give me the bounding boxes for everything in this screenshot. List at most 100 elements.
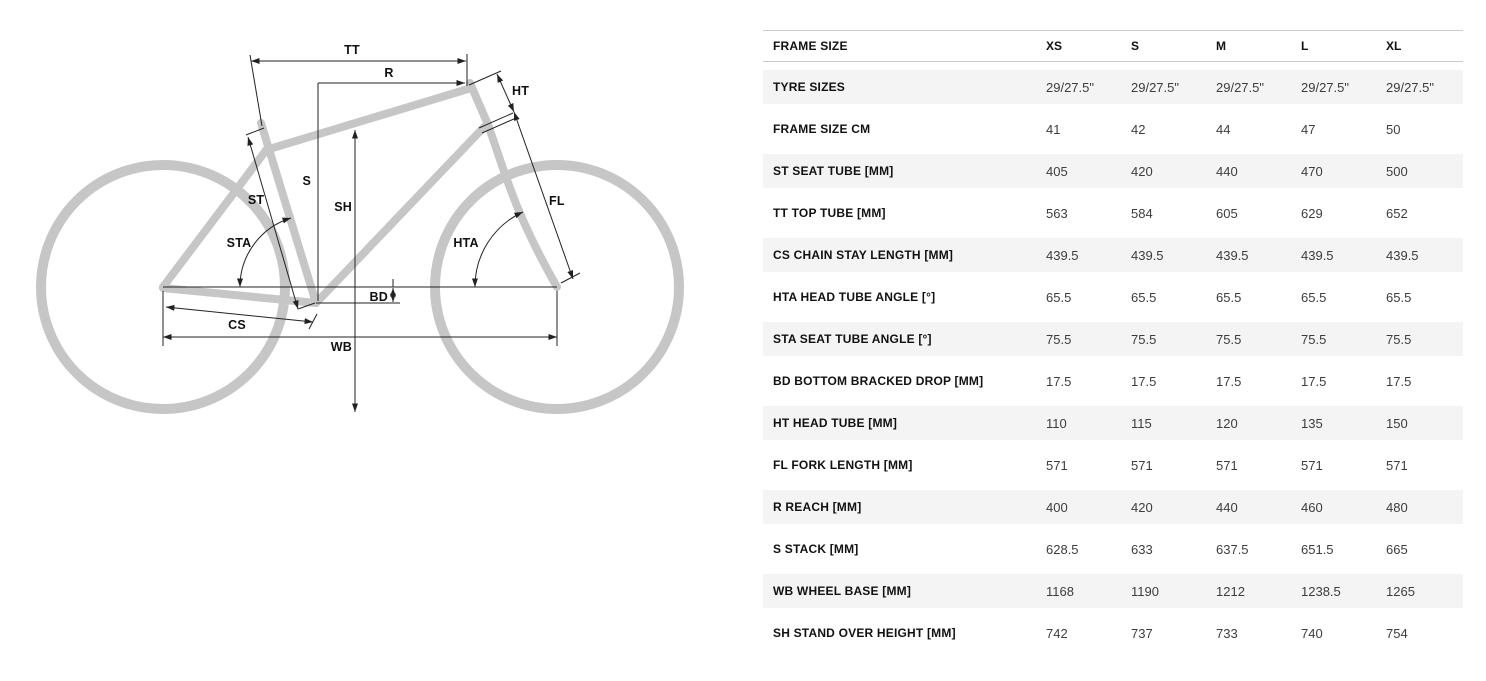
header-label: FRAME SIZE: [773, 39, 848, 53]
header-col-s: S: [1131, 39, 1140, 53]
table-row-fork-length: FL FORK LENGTH [MM] 571 571 571 571 571: [763, 448, 1463, 482]
row-value: 75.5: [1046, 331, 1072, 347]
row-value: 440: [1216, 499, 1238, 515]
row-value: 29/27.5": [1131, 79, 1179, 95]
row-value: 651.5: [1301, 541, 1334, 557]
row-label: BD BOTTOM BRACKED DROP [MM]: [773, 374, 984, 388]
row-label: CS CHAIN STAY LENGTH [MM]: [773, 248, 954, 262]
row-value: 584: [1131, 205, 1153, 221]
dimension-labels: TT R HT ST S SH FL STA HTA BD CS WB: [227, 43, 565, 354]
row-label: HT HEAD TUBE [MM]: [773, 416, 898, 430]
row-label: ST SEAT TUBE [MM]: [773, 164, 894, 178]
row-value: 75.5: [1386, 331, 1412, 347]
fl-label: FL: [549, 194, 565, 208]
row-value: 65.5: [1046, 289, 1072, 305]
row-value: 439.5: [1216, 247, 1249, 263]
row-value: 75.5: [1131, 331, 1157, 347]
row-value: 29/27.5": [1046, 79, 1094, 95]
row-label: HTA HEAD TUBE ANGLE [°]: [773, 290, 936, 304]
row-value: 439.5: [1131, 247, 1164, 263]
front-axle-tick: [560, 272, 581, 284]
r-label: R: [384, 66, 393, 80]
row-value: 44: [1216, 121, 1231, 137]
hta-angle-arc: [471, 211, 524, 288]
row-value: 420: [1131, 163, 1153, 179]
cs-label: CS: [228, 318, 246, 332]
table-row-head-tube-angle: HTA HEAD TUBE ANGLE [°] 65.5 65.5 65.5 6…: [763, 280, 1463, 314]
row-value: 42: [1131, 121, 1146, 137]
row-label: SH STAND OVER HEIGHT [MM]: [773, 626, 956, 640]
row-value: 29/27.5": [1216, 79, 1264, 95]
cs-tick: [308, 313, 318, 330]
geometry-table: FRAME SIZE XS S M L XL TYRE SIZES 29/27.…: [763, 30, 1463, 650]
row-value: 439.5: [1386, 247, 1419, 263]
row-value: 571: [1131, 457, 1153, 473]
row-label: S STACK [MM]: [773, 542, 859, 556]
row-value: 665: [1386, 541, 1408, 557]
row-value: 1265: [1386, 583, 1415, 599]
row-value: 439.5: [1046, 247, 1079, 263]
row-value: 150: [1386, 415, 1408, 431]
row-value: 571: [1046, 457, 1068, 473]
table-row-wheel-base: WB WHEEL BASE [MM] 1168 1190 1212 1238.5…: [763, 574, 1463, 608]
dimension-lines: [162, 54, 581, 412]
table-row-seat-tube: ST SEAT TUBE [MM] 405 420 440 470 500: [763, 154, 1463, 188]
table-row-top-tube: TT TOP TUBE [MM] 563 584 605 629 652: [763, 196, 1463, 230]
row-label: TYRE SIZES: [773, 80, 846, 94]
row-value: 120: [1216, 415, 1238, 431]
header-col-l: L: [1301, 39, 1309, 53]
row-label: WB WHEEL BASE [MM]: [773, 584, 912, 598]
st-label: ST: [248, 193, 265, 207]
row-value: 571: [1216, 457, 1238, 473]
s-label: S: [302, 174, 311, 188]
table-row-reach: R REACH [MM] 400 420 440 460 480: [763, 490, 1463, 524]
row-label: FRAME SIZE CM: [773, 122, 871, 136]
row-label: TT TOP TUBE [MM]: [773, 206, 886, 220]
row-value: 420: [1131, 499, 1153, 515]
sta-label: STA: [227, 236, 252, 250]
sta-angle-arc: [236, 217, 292, 288]
row-value: 75.5: [1301, 331, 1327, 347]
row-value: 737: [1131, 625, 1153, 641]
header-col-xl: XL: [1386, 39, 1402, 53]
down-tube: [312, 121, 490, 307]
row-value: 29/27.5": [1386, 79, 1434, 95]
table-rows: TYRE SIZES 29/27.5" 29/27.5" 29/27.5" 29…: [763, 70, 1463, 650]
row-value: 633: [1131, 541, 1153, 557]
table-row-head-tube: HT HEAD TUBE [MM] 110 115 120 135 150: [763, 406, 1463, 440]
row-value: 754: [1386, 625, 1408, 641]
row-value: 17.5: [1386, 373, 1412, 389]
table-row-stand-over-height: SH STAND OVER HEIGHT [MM] 742 737 733 74…: [763, 616, 1463, 650]
row-value: 47: [1301, 121, 1316, 137]
row-value: 605: [1216, 205, 1238, 221]
row-value: 17.5: [1216, 373, 1242, 389]
ht-break-tick-2: [481, 117, 517, 134]
table-row-chain-stay: CS CHAIN STAY LENGTH [MM] 439.5 439.5 43…: [763, 238, 1463, 272]
row-value: 500: [1386, 163, 1408, 179]
bd-label: BD: [370, 290, 388, 304]
row-value: 440: [1216, 163, 1238, 179]
row-value: 470: [1301, 163, 1323, 179]
row-value: 628.5: [1046, 541, 1079, 557]
row-label: R REACH [MM]: [773, 500, 862, 514]
geometry-diagram-svg: TT R HT ST S SH FL STA HTA BD CS WB: [36, 43, 684, 414]
row-value: 17.5: [1131, 373, 1157, 389]
row-value: 733: [1216, 625, 1238, 641]
row-value: 480: [1386, 499, 1408, 515]
row-value: 1168: [1046, 583, 1074, 599]
row-value: 75.5: [1216, 331, 1242, 347]
bike-geometry-diagram: TT R HT ST S SH FL STA HTA BD CS WB: [0, 0, 740, 676]
table-row-bottom-bracket-drop: BD BOTTOM BRACKED DROP [MM] 17.5 17.5 17…: [763, 364, 1463, 398]
row-label: FL FORK LENGTH [MM]: [773, 458, 913, 472]
row-value: 652: [1386, 205, 1408, 221]
frame-tubes: [159, 79, 561, 307]
table-row-stack: S STACK [MM] 628.5 633 637.5 651.5 665: [763, 532, 1463, 566]
row-value: 460: [1301, 499, 1323, 515]
seat-axis-extension: [249, 54, 263, 127]
row-value: 29/27.5": [1301, 79, 1349, 95]
tt-label: TT: [344, 43, 360, 57]
sh-label: SH: [334, 200, 352, 214]
table-row-seat-tube-angle: STA SEAT TUBE ANGLE [°] 75.5 75.5 75.5 7…: [763, 322, 1463, 356]
row-value: 65.5: [1131, 289, 1157, 305]
